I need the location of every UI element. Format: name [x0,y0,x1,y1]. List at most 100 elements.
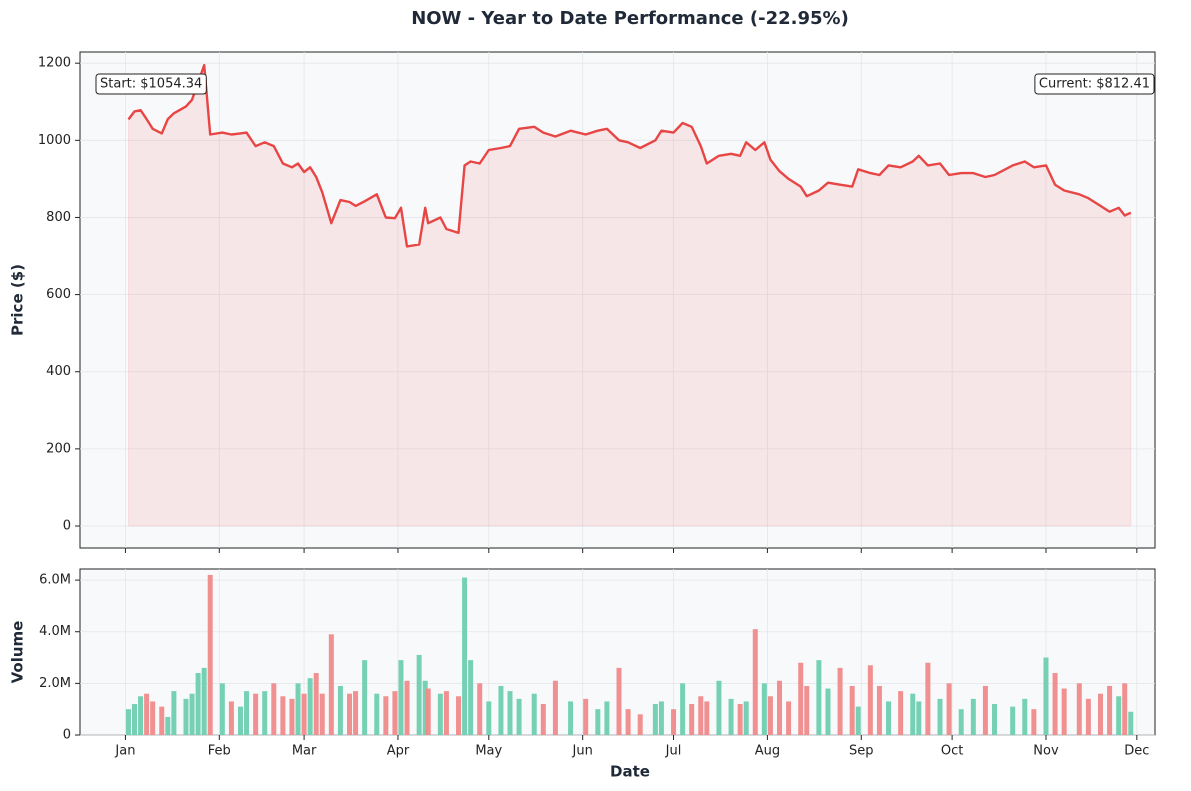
volume-bar [477,683,483,735]
x-tick-label: Dec [1124,744,1149,759]
volume-bar [540,704,546,735]
volume-bar [125,709,131,735]
y2-tick-label: 4.0M [39,624,71,639]
volume-bar [328,634,334,735]
volume-bar [183,698,189,735]
y2-tick-label: 2.0M [39,676,71,691]
volume-bar [1107,685,1113,735]
volume-bar [743,701,749,735]
volume-bar [992,704,998,735]
volume-bar [910,693,916,735]
volume-bar [1116,696,1122,735]
volume-bar [849,685,855,735]
volume-bar [704,701,710,735]
volume-bar [583,698,589,735]
volume-bar [970,698,976,735]
volume-bar [761,683,767,735]
volume-bar [295,683,301,735]
volume-bar [671,709,677,735]
volume-bar [237,706,243,735]
volume-bar [937,698,943,735]
y-axis-label: Price ($) [9,264,27,336]
volume-bar [595,709,601,735]
volume-bar [422,680,428,735]
volume-bar [462,577,468,735]
volume-bar [138,696,144,735]
volume-bar [443,691,449,735]
annotation: Start: $1054.34 [100,77,202,92]
y-tick-label: 800 [46,210,71,225]
volume-bar [798,662,804,735]
volume-bar [1010,706,1016,735]
volume-bar [392,691,398,735]
y-tick-label: 200 [46,441,71,456]
volume-bar [652,704,658,735]
volume-bar [383,696,389,735]
volume-bar [876,685,882,735]
volume-bar [982,685,988,735]
volume-bar [1097,693,1103,735]
volume-bar [1076,683,1082,735]
volume-bar [689,704,695,735]
annotation: Current: $812.41 [1039,77,1150,92]
x-tick-label: Nov [1033,744,1059,759]
y2-tick-label: 0 [63,728,71,743]
volume-bar [1022,698,1028,735]
volume-bar [804,685,810,735]
volume-bar [307,678,313,735]
volume-bar [207,574,213,735]
x-tick-label: Jun [572,744,593,759]
volume-bar [604,701,610,735]
volume-bar [486,701,492,735]
volume-bar [398,660,404,735]
volume-bar [568,701,574,735]
volume-bar [507,691,513,735]
volume-bar [404,680,410,735]
volume-bar [271,683,277,735]
volume-bar [362,660,368,735]
volume-bar [637,714,643,735]
volume-bar [786,701,792,735]
volume-bar [347,693,353,735]
volume-bar [253,693,259,735]
volume-bar [816,660,822,735]
volume-bar [189,693,195,735]
x-tick-label: Jan [114,744,135,759]
volume-bar [144,693,150,735]
volume-bar [552,680,558,735]
volume-bar [625,709,631,735]
volume-bar [195,673,201,735]
volume-bar [1061,688,1067,735]
volume-bar [837,667,843,735]
y-tick-label: 1000 [38,133,71,148]
volume-bar [337,685,343,735]
volume-bar [1043,657,1049,735]
volume-bar [1052,673,1058,735]
x-tick-label: Mar [292,744,317,759]
volume-bar [777,680,783,735]
volume-bar [353,691,359,735]
volume-bar [374,693,380,735]
volume-bar [456,696,462,735]
volume-bar [867,665,873,735]
volume-bar [658,701,664,735]
y-tick-label: 400 [46,364,71,379]
volume-bar [616,667,622,735]
annotation-box [1034,73,1155,95]
volume-bar [531,693,537,735]
volume-bar [244,691,250,735]
volume-bar [925,662,931,735]
volume-bar [1122,683,1128,735]
y-tick-label: 600 [46,287,71,302]
volume-bar [262,691,268,735]
volume-bar [752,629,758,735]
volume-bar [313,673,319,735]
x-axis-label: Date [610,763,650,781]
volume-bar [516,698,522,735]
volume-bar [319,693,325,735]
volume-bar [1128,711,1134,735]
volume-bar [767,696,773,735]
volume-bar [855,706,861,735]
volume-bar [280,696,286,735]
